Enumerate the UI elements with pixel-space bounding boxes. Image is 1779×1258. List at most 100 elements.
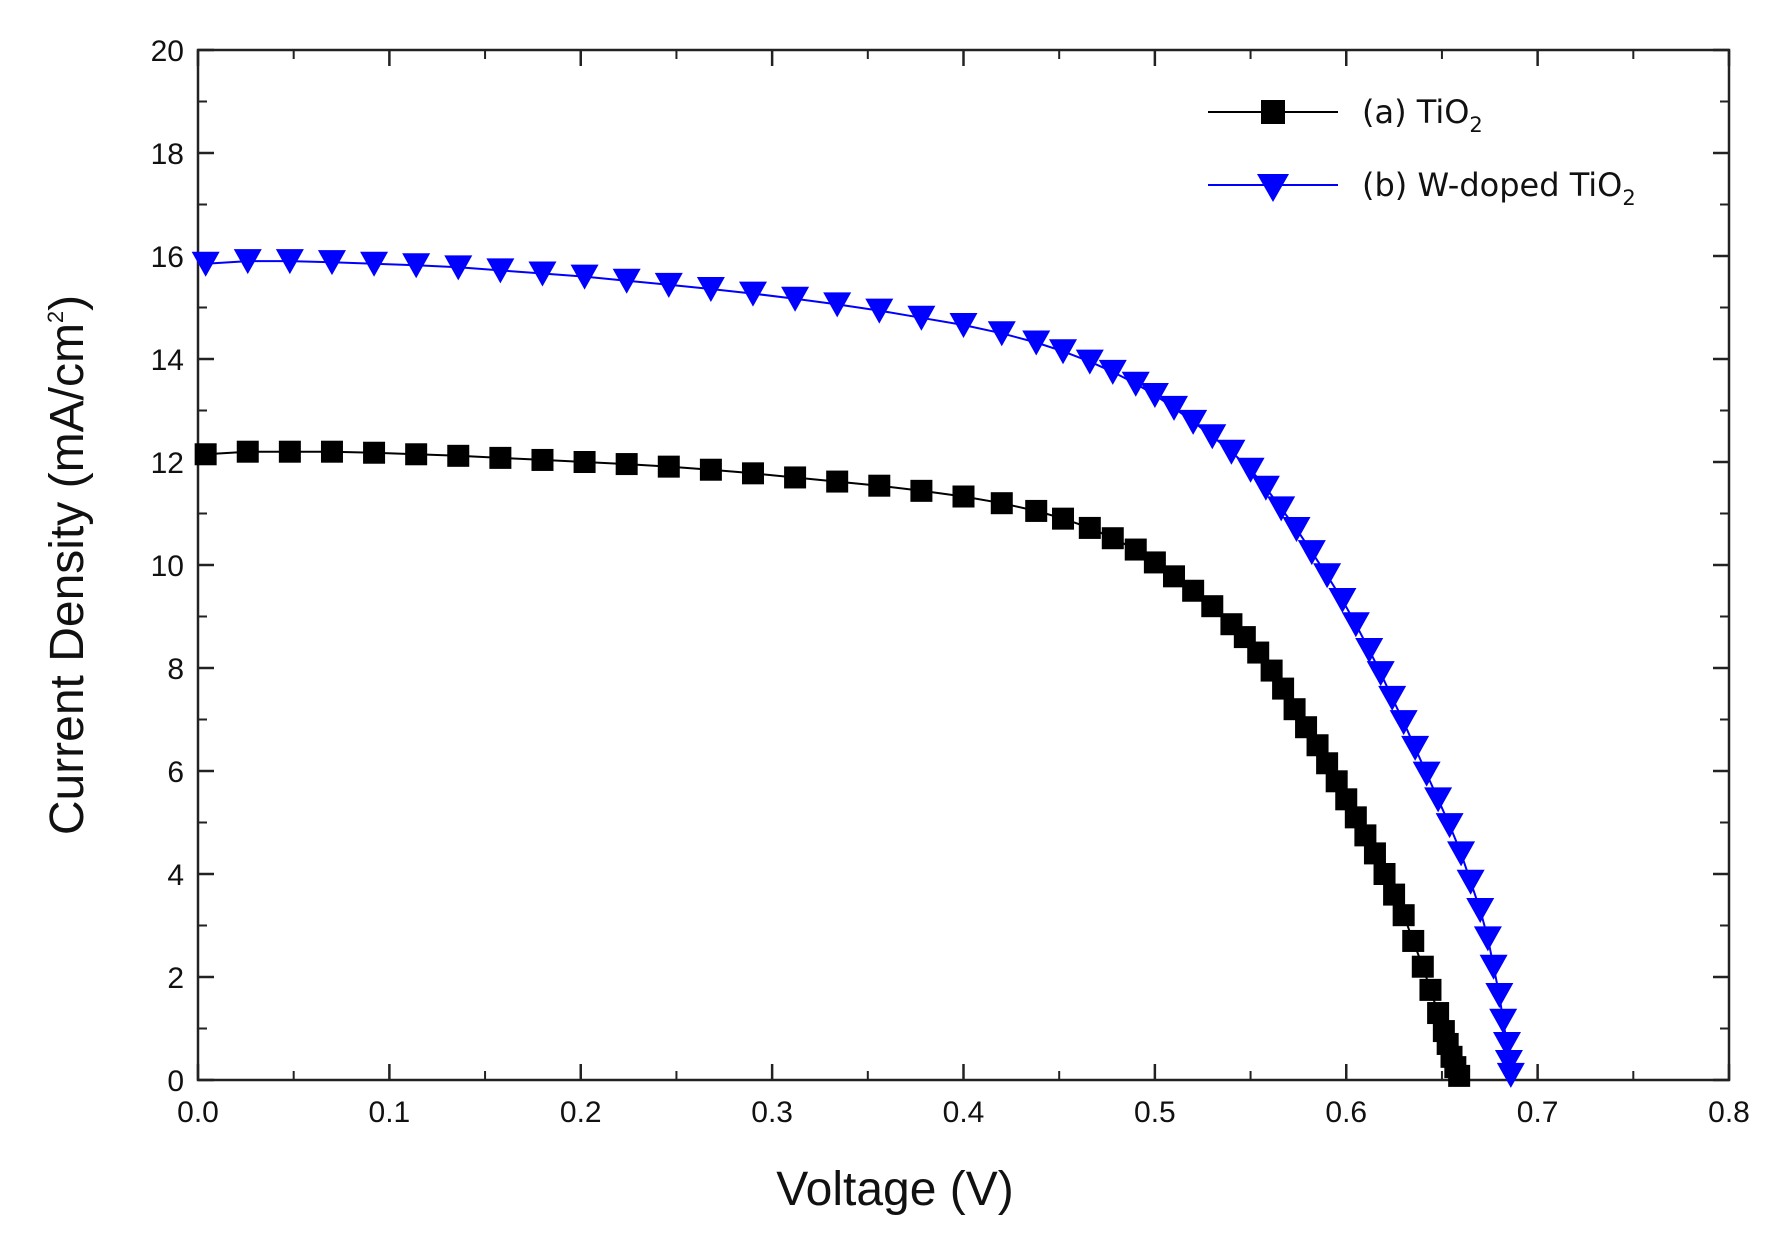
y-tick-label: 12 bbox=[151, 447, 184, 480]
data-point-square bbox=[1392, 904, 1415, 927]
x-axis-title: Voltage (V) bbox=[776, 1163, 1013, 1216]
data-point-triangle bbox=[1140, 383, 1169, 409]
series-0 bbox=[194, 440, 1471, 1087]
data-point-square bbox=[1163, 565, 1186, 588]
x-tick-label: 0.3 bbox=[751, 1096, 793, 1129]
data-point-triangle bbox=[1378, 685, 1407, 711]
data-point-triangle bbox=[191, 251, 220, 277]
data-point-triangle bbox=[1412, 761, 1441, 787]
data-point-triangle bbox=[1049, 339, 1078, 365]
data-point-triangle bbox=[1022, 330, 1051, 356]
data-point-triangle bbox=[1456, 869, 1485, 895]
data-point-triangle bbox=[696, 276, 725, 302]
data-point-square bbox=[1283, 698, 1306, 721]
data-point-square bbox=[990, 492, 1013, 515]
y-tick-label: 2 bbox=[167, 962, 184, 995]
data-point-triangle bbox=[654, 272, 683, 298]
x-tick-label: 0.8 bbox=[1708, 1096, 1750, 1129]
data-point-square bbox=[1182, 579, 1205, 602]
data-point-triangle bbox=[1160, 395, 1189, 421]
data-point-triangle bbox=[1366, 661, 1395, 687]
y-tick-label: 18 bbox=[151, 138, 184, 171]
data-point-triangle bbox=[486, 258, 515, 284]
x-tick-label: 0.7 bbox=[1517, 1096, 1559, 1129]
y-tick-label: 8 bbox=[167, 653, 184, 686]
y-tick-label: 14 bbox=[151, 344, 184, 377]
data-point-triangle bbox=[528, 261, 557, 287]
data-point-square bbox=[320, 440, 343, 463]
data-point-triangle bbox=[1236, 457, 1265, 483]
data-point-square bbox=[657, 455, 680, 478]
data-point-triangle bbox=[1217, 439, 1246, 465]
x-tick-label: 0.1 bbox=[369, 1096, 411, 1129]
data-point-triangle bbox=[1494, 1049, 1523, 1075]
data-point-triangle bbox=[1493, 1031, 1522, 1057]
y-tick-label: 4 bbox=[167, 859, 184, 892]
data-point-triangle bbox=[1297, 540, 1326, 566]
data-point-triangle bbox=[612, 268, 641, 294]
y-axis-title: Current Density (mA/cm2) bbox=[41, 295, 94, 835]
data-point-square bbox=[278, 440, 301, 463]
data-point-triangle bbox=[1179, 409, 1208, 435]
data-point-triangle bbox=[1121, 371, 1150, 397]
x-tick-label: 0.6 bbox=[1325, 1096, 1367, 1129]
legend-label-tio2: (a) TiO2 bbox=[1362, 93, 1483, 137]
data-point-triangle bbox=[360, 251, 389, 277]
data-point-square bbox=[1373, 863, 1396, 885]
data-point-triangle bbox=[781, 286, 810, 312]
data-point-triangle bbox=[1251, 475, 1280, 501]
data-point-triangle bbox=[1198, 424, 1227, 450]
data-point-triangle bbox=[233, 249, 262, 275]
data-point-square bbox=[1427, 1002, 1450, 1025]
data-point-triangle bbox=[865, 298, 894, 324]
data-point-square bbox=[1052, 507, 1075, 530]
legend-item-tio2: (a) TiO2 bbox=[1208, 93, 1483, 137]
data-point-square bbox=[1419, 978, 1442, 1001]
series-layer bbox=[191, 249, 1525, 1088]
data-point-triangle bbox=[444, 255, 473, 281]
data-point-triangle bbox=[1447, 841, 1476, 867]
data-point-square bbox=[1306, 734, 1329, 757]
data-point-triangle bbox=[987, 321, 1016, 347]
data-point-square bbox=[236, 440, 259, 463]
data-point-square bbox=[1143, 551, 1166, 574]
data-point-square bbox=[1101, 527, 1124, 550]
data-point-triangle bbox=[402, 253, 431, 279]
data-point-triangle bbox=[1341, 612, 1370, 638]
data-point-triangle bbox=[1328, 588, 1357, 614]
data-point-triangle bbox=[738, 281, 767, 307]
data-point-square bbox=[1124, 538, 1147, 561]
data-point-triangle bbox=[1466, 898, 1495, 924]
data-point-triangle bbox=[275, 249, 304, 275]
data-point-triangle bbox=[1075, 349, 1104, 375]
data-point-square bbox=[573, 451, 596, 473]
y-tick-label: 16 bbox=[151, 241, 184, 274]
legend-item-w-doped-tio2: (b) W-doped TiO2 bbox=[1208, 166, 1636, 210]
x-tick-labels: 0.0 0.1 0.2 0.3 0.4 0.5 0.6 0.7 0.8 bbox=[177, 1096, 1750, 1129]
data-point-square bbox=[1325, 770, 1348, 793]
data-point-square bbox=[1383, 883, 1406, 906]
data-point-square bbox=[741, 462, 764, 485]
y-tick-label: 10 bbox=[151, 550, 184, 583]
series-1 bbox=[191, 249, 1525, 1088]
data-point-triangle bbox=[823, 292, 852, 318]
data-point-triangle bbox=[949, 313, 978, 339]
data-point-square bbox=[194, 443, 217, 466]
axis-ticks bbox=[196, 48, 1731, 1082]
data-point-triangle bbox=[1389, 710, 1418, 736]
data-point-triangle bbox=[1313, 563, 1342, 589]
data-point-triangle bbox=[1479, 954, 1508, 980]
legend-marker-triangle-down-icon bbox=[1257, 174, 1289, 202]
data-point-square bbox=[952, 485, 975, 508]
data-point-square bbox=[699, 458, 722, 481]
data-point-square bbox=[910, 479, 933, 502]
data-point-square bbox=[1272, 677, 1295, 700]
data-point-square bbox=[1316, 752, 1339, 775]
data-point-triangle bbox=[1282, 516, 1311, 542]
data-point-square bbox=[784, 466, 807, 489]
data-point-square bbox=[447, 444, 470, 467]
data-point-square bbox=[1260, 659, 1283, 682]
x-tick-label: 0.0 bbox=[177, 1096, 219, 1129]
legend: (a) TiO2 (b) W-doped TiO2 bbox=[1208, 93, 1636, 210]
data-point-square bbox=[615, 453, 638, 476]
